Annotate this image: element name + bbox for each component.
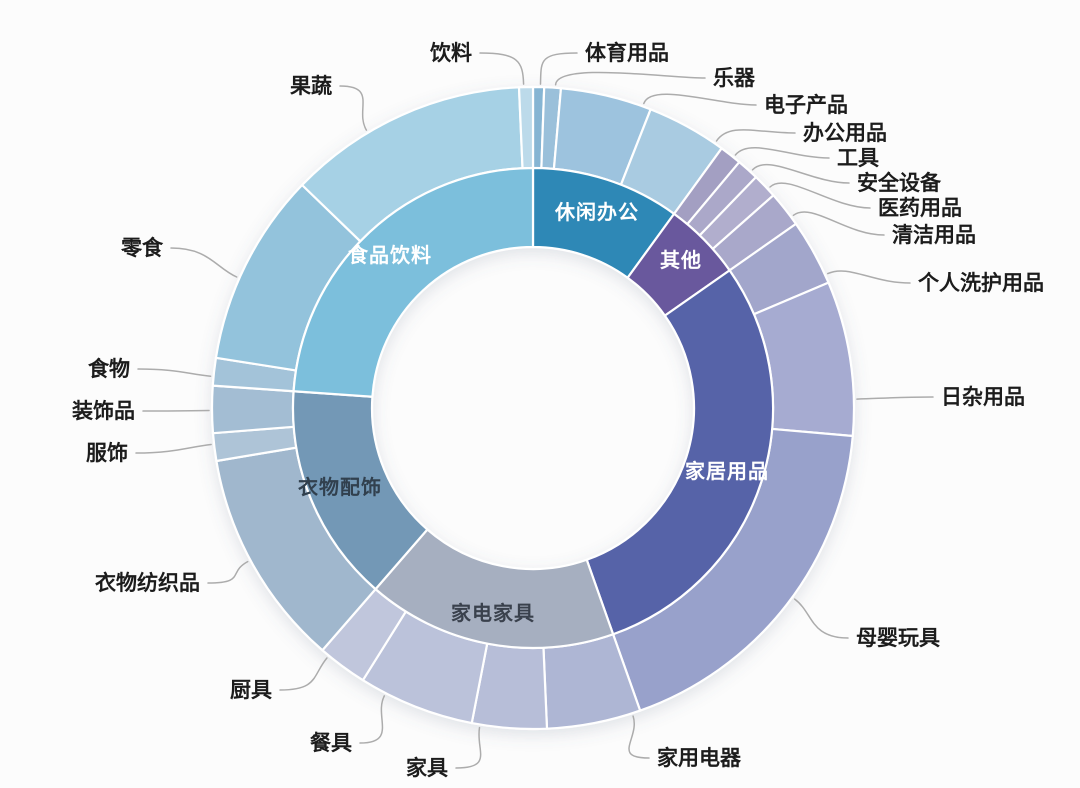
outer-label-decorations: 装饰品 xyxy=(72,399,135,423)
inner-label-clothing-accessories: 衣物配饰 xyxy=(298,475,382,499)
inner-label-home-goods: 家居用品 xyxy=(685,459,769,483)
outer-label-electronics: 电子产品 xyxy=(764,93,848,117)
inner-ring xyxy=(291,166,775,650)
leader-line-furniture xyxy=(455,726,482,769)
outer-label-personal-care: 个人洗护用品 xyxy=(918,271,1044,295)
outer-label-cleaning-supplies: 清洁用品 xyxy=(892,223,976,247)
leader-line-clothing-textiles xyxy=(207,560,249,584)
leader-line-daily-sundries xyxy=(856,396,934,400)
leader-line-household-appliances xyxy=(628,715,650,759)
leader-line-musical-instruments xyxy=(554,71,706,86)
inner-label-food-beverage: 食品饮料 xyxy=(348,243,432,267)
outer-label-maternal-baby-toys: 母婴玩具 xyxy=(856,627,940,650)
outer-label-furniture: 家具 xyxy=(406,756,448,780)
outer-label-tableware: 餐具 xyxy=(310,731,352,755)
leader-line-safety-equipment xyxy=(751,163,850,184)
leader-line-beverages xyxy=(479,52,525,85)
leader-line-sports-goods xyxy=(539,52,578,85)
outer-segment-beverages[interactable] xyxy=(517,85,535,170)
outer-label-snacks: 零食 xyxy=(120,236,164,260)
leader-line-snacks xyxy=(170,247,238,278)
leader-line-decorations xyxy=(142,409,210,412)
outer-segment-decorations[interactable] xyxy=(210,384,295,435)
leader-lines xyxy=(135,52,934,769)
outer-label-office-supplies: 办公用品 xyxy=(803,122,887,145)
leader-line-fruits-vegetables xyxy=(339,85,368,131)
inner-segment-food-beverage[interactable] xyxy=(292,166,535,398)
outer-label-tools: 工具 xyxy=(837,147,879,170)
leader-line-tools xyxy=(734,147,830,159)
inner-label-appliances-furniture: 家电家具 xyxy=(451,601,535,625)
inner-segment-home-goods[interactable] xyxy=(585,269,775,636)
leader-line-cleaning-supplies xyxy=(792,211,885,236)
leader-line-food xyxy=(137,368,212,377)
leader-line-maternal-baby-toys xyxy=(793,598,849,639)
leader-line-apparel xyxy=(135,443,212,454)
inner-label-leisure-office: 休闲办公 xyxy=(554,200,639,224)
outer-label-beverages: 饮料 xyxy=(429,41,472,65)
leader-line-personal-care xyxy=(827,270,911,284)
leader-line-electronics xyxy=(643,93,757,106)
outer-label-safety-equipment: 安全设备 xyxy=(857,171,942,195)
outer-label-clothing-textiles: 衣物纺织品 xyxy=(95,571,200,595)
leader-line-office-supplies xyxy=(715,129,796,142)
outer-label-food: 食物 xyxy=(88,357,130,381)
leader-line-tableware xyxy=(359,695,386,744)
outer-label-medical-supplies: 医药用品 xyxy=(878,196,962,220)
outer-label-kitchenware: 厨具 xyxy=(230,679,272,702)
outer-label-sports-goods: 体育用品 xyxy=(585,41,669,65)
outer-label-fruits-vegetables: 果蔬 xyxy=(290,75,332,98)
inner-label-other: 其他 xyxy=(660,248,702,272)
outer-label-household-appliances: 家用电器 xyxy=(657,746,742,770)
outer-label-musical-instruments: 乐器 xyxy=(713,67,756,90)
outer-label-daily-sundries: 日杂用品 xyxy=(941,385,1025,409)
outer-label-apparel: 服饰 xyxy=(86,441,128,465)
donut-rings xyxy=(210,85,856,731)
leader-line-kitchenware xyxy=(279,657,328,691)
leader-line-medical-supplies xyxy=(769,182,871,209)
